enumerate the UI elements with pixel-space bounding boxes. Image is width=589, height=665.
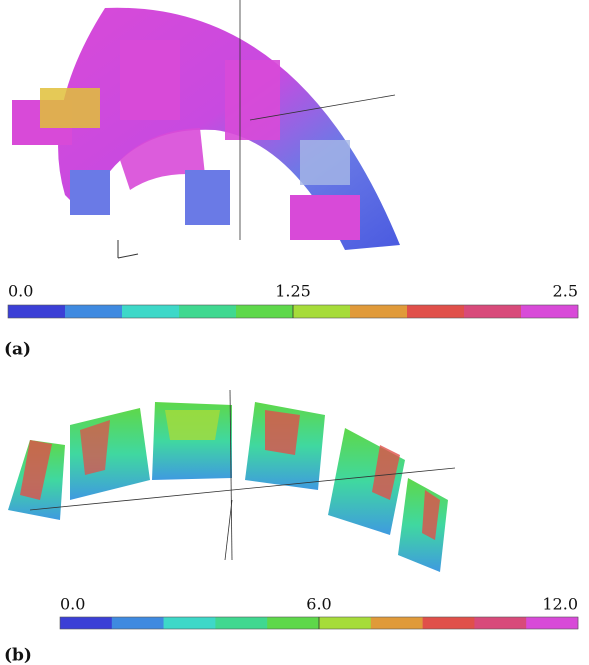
- panel-label: (b): [4, 646, 32, 665]
- colorbar-tick-label: 0.0: [60, 595, 85, 614]
- colorbar-segment: [215, 617, 268, 629]
- colorbar-segment: [293, 305, 351, 318]
- colorbar-tick-label: 1.25: [275, 282, 311, 301]
- panel-label: (a): [4, 340, 31, 360]
- colorbar-segment: [319, 617, 372, 629]
- colorbar-segment: [122, 305, 180, 318]
- colorbar-tick-label: 2.5: [553, 282, 578, 301]
- colorbar-segment: [407, 305, 465, 318]
- colorbar-segment: [163, 617, 216, 629]
- colorbar-segment: [236, 305, 294, 318]
- colorbars: 0.0 1.25 2.5 (a) 0.0 6.0 12.0 (b): [4, 282, 579, 665]
- colorbar-segment: [350, 305, 408, 318]
- colorbar-segment: [179, 305, 237, 318]
- colorbar-tick-label: 0.0: [8, 282, 33, 301]
- colorbar-segment: [8, 305, 66, 318]
- colorbar-segment: [370, 617, 423, 629]
- colorbar-segment: [464, 305, 522, 318]
- colorbar-segment: [267, 617, 320, 629]
- colorbar-segment: [65, 305, 123, 318]
- colorbar-tick-label: 12.0: [542, 595, 578, 614]
- render-a: [12, 0, 401, 259]
- colorbar-segment: [422, 617, 475, 629]
- render-b: [8, 389, 456, 572]
- colorbar-segment: [60, 617, 113, 629]
- colorbar-segment: [526, 617, 579, 629]
- colorbar-tick-label: 6.0: [306, 595, 331, 614]
- colorbar-segment: [474, 617, 527, 629]
- colorbar-segment: [521, 305, 579, 318]
- colorbar-segment: [111, 617, 164, 629]
